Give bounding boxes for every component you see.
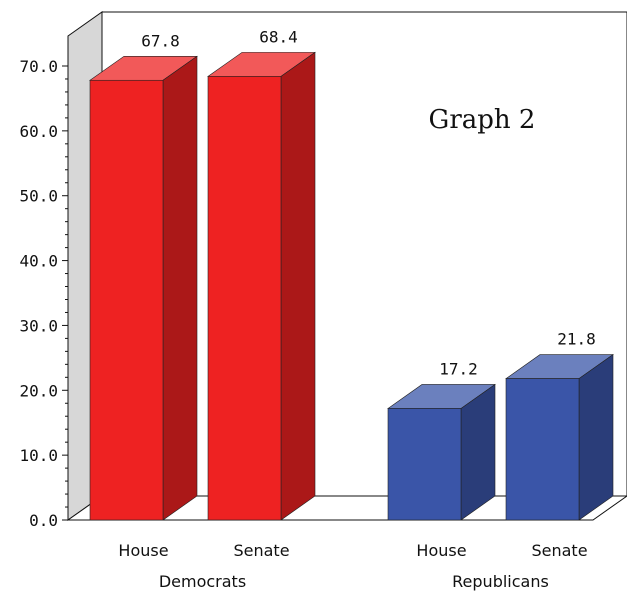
bar-democrats-senate [207,51,316,521]
category-label: Senate [531,541,587,560]
y-tick-label: 0.0 [29,511,58,530]
bar-democrats-house [89,55,198,521]
y-axis-ticks: 0.0 10.0 20.0 30.0 40.0 50.0 60.0 70.0 [19,57,68,530]
category-label: House [416,541,466,560]
bar-side-face [280,51,316,521]
bars: 67.8 House 68.4 Senate Democrats 17.2 House 21.… [89,27,614,591]
y-tick-label: 10.0 [19,446,58,465]
category-label: Senate [233,541,289,560]
category-label: House [118,541,168,560]
y-tick-label: 20.0 [19,381,58,400]
y-tick-label: 30.0 [19,316,58,335]
bar-side-face [460,383,496,521]
chart-title: Graph 2 [429,105,536,135]
group-label: Democrats [159,572,246,591]
bar-front-face [207,76,282,521]
y-tick-label: 40.0 [19,252,58,271]
bar-value-label: 21.8 [557,330,596,349]
bar-value-label: 68.4 [259,27,298,46]
y-tick-label: 50.0 [19,187,58,206]
bar-value-label: 67.8 [141,31,180,50]
group-label: Republicans [452,572,549,591]
y-tick-label: 70.0 [19,57,58,76]
bar-front-face [505,378,580,521]
bar-front-face [89,79,164,521]
bar-republicans-house [387,383,496,521]
y-tick-label: 60.0 [19,122,58,141]
bar-side-face [162,55,198,521]
bar-value-label: 17.2 [439,359,478,378]
bar-republicans-senate [505,354,614,521]
bar-front-face [387,408,462,521]
bar-side-face [578,354,614,521]
